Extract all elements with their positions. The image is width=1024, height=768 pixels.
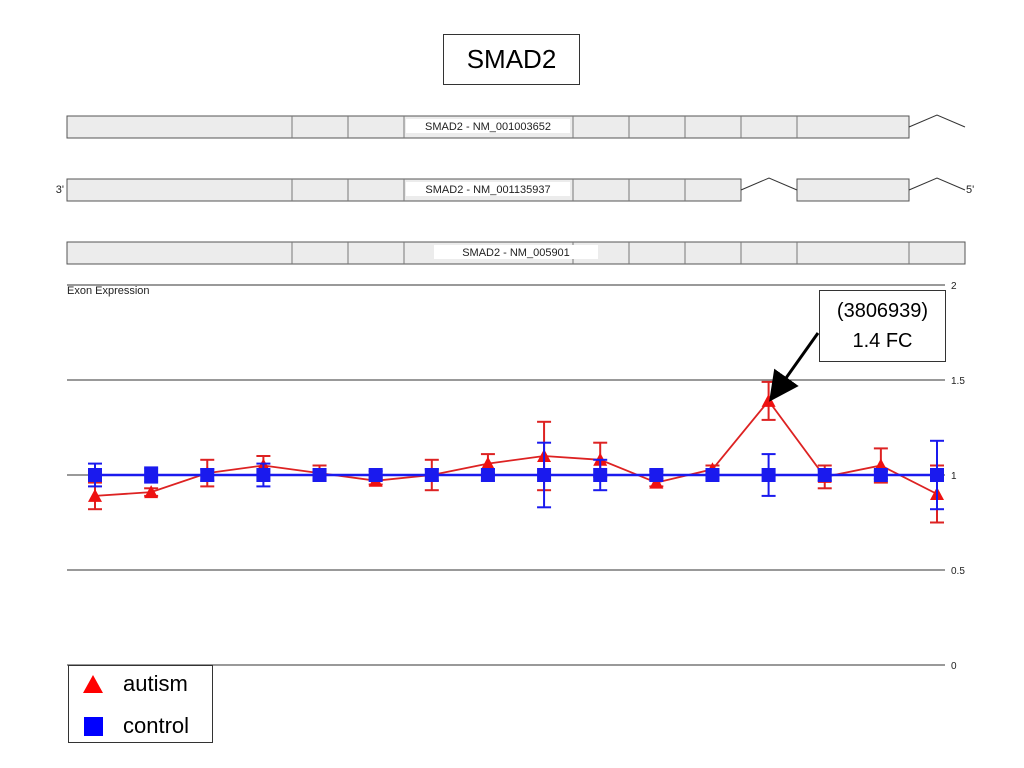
data-point-control xyxy=(480,468,495,482)
data-point-control xyxy=(88,468,102,482)
legend: autism control xyxy=(68,665,213,743)
legend-item-control: control xyxy=(81,713,190,738)
data-point-autism xyxy=(761,393,776,407)
transcript-label: SMAD2 - NM_001135937 xyxy=(425,184,550,196)
data-point-autism xyxy=(649,475,664,489)
data-point-control xyxy=(817,468,832,482)
data-point-control xyxy=(256,468,271,482)
transcript-end-right: 5' xyxy=(966,184,974,196)
intron-connector xyxy=(908,177,966,191)
legend-label-autism: autism xyxy=(123,671,188,696)
data-point-control xyxy=(649,468,664,482)
data-point-control xyxy=(424,468,439,482)
data-point-control xyxy=(873,468,888,482)
series-control xyxy=(88,439,944,511)
annotation-fold-change: 1.4 FC xyxy=(852,330,913,352)
transcript-label: SMAD2 - NM_001003652 xyxy=(425,121,551,133)
square-marker-icon xyxy=(84,717,103,736)
series-autism xyxy=(88,380,944,524)
transcript-row: SMAD2 - NM_005901 xyxy=(66,241,966,265)
transcript-label: SMAD2 - NM_005901 xyxy=(462,247,570,259)
data-point-control xyxy=(705,468,720,482)
data-point-control xyxy=(537,468,552,482)
y-tick-label: 0.5 xyxy=(951,566,965,577)
y-tick-label: 0 xyxy=(951,661,957,672)
data-point-control xyxy=(312,468,327,482)
y-tick-label: 1 xyxy=(951,471,957,482)
data-point-autism xyxy=(88,488,102,502)
annotation-probe-id: (3806939) xyxy=(836,300,929,322)
intron-connector xyxy=(740,177,798,191)
data-point-control xyxy=(930,468,944,482)
legend-item-autism: autism xyxy=(81,671,188,696)
transcript-label-bg xyxy=(406,182,570,196)
data-point-control xyxy=(593,468,608,482)
data-point-control xyxy=(144,468,159,482)
y-tick-label: 1.5 xyxy=(951,376,965,387)
intron-connector xyxy=(908,114,966,128)
transcript-row: SMAD2 - NM_001003652 xyxy=(66,115,910,139)
data-point-control xyxy=(761,468,776,482)
transcript-end-left: 3' xyxy=(56,184,64,196)
data-point-autism xyxy=(480,456,495,470)
gene-track: SMAD2 - NM_001003652 SMAD2 - NM_001135937… xyxy=(56,114,974,265)
y-tick-label: 2 xyxy=(951,281,957,292)
annotation-arrow xyxy=(769,332,820,402)
legend-label-control: control xyxy=(123,713,190,738)
panel-label: Exon Expression xyxy=(67,285,150,297)
annotation-box: (3806939) 1.4 FC xyxy=(819,290,946,362)
data-point-autism xyxy=(144,485,159,499)
transcript-label-bg xyxy=(406,119,570,133)
transcript-row: SMAD2 - NM_001135937 3' 5' xyxy=(56,178,974,202)
series-line-autism xyxy=(94,399,938,497)
transcript-label-bg xyxy=(434,245,598,259)
page-title: SMAD2 xyxy=(443,34,580,85)
triangle-marker-icon xyxy=(83,675,103,693)
data-point-control xyxy=(200,468,215,482)
data-point-control xyxy=(368,468,383,482)
